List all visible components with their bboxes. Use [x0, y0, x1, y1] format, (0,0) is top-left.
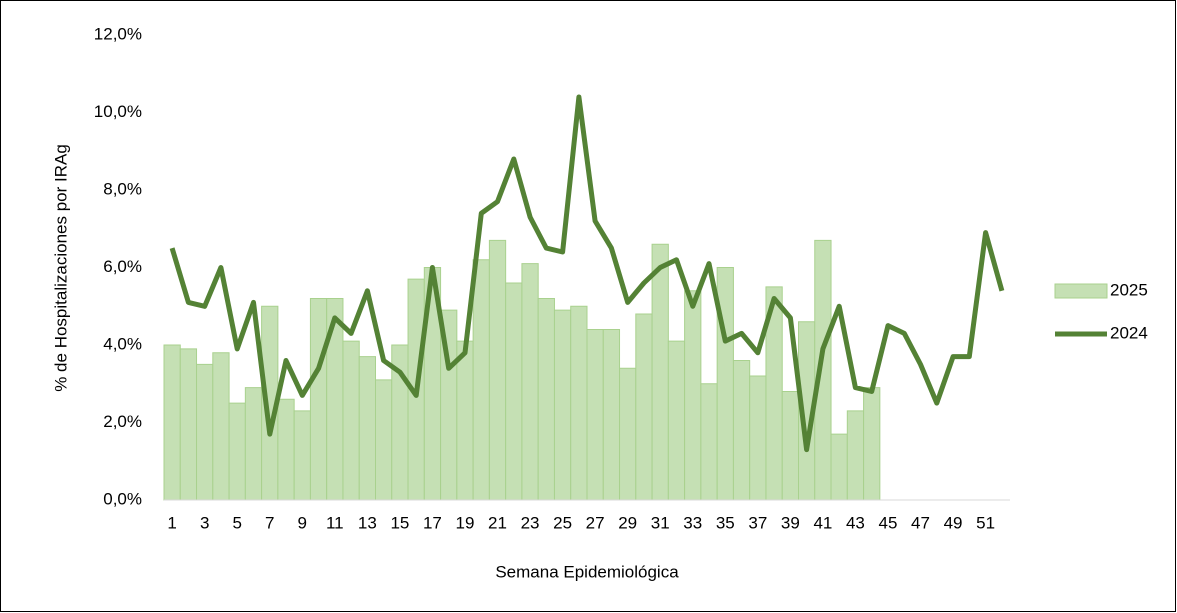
- bar: [228, 402, 246, 501]
- bar: [684, 290, 702, 501]
- bar: [342, 340, 360, 501]
- x-tick-label: 5: [232, 513, 241, 532]
- x-tick-label: 31: [651, 513, 670, 532]
- x-tick-label: 23: [521, 513, 540, 532]
- x-tick-label: 49: [944, 513, 963, 532]
- x-tick-label: 21: [488, 513, 507, 532]
- bar: [472, 259, 490, 501]
- bar: [277, 398, 295, 501]
- x-tick-label: 37: [748, 513, 767, 532]
- bar: [456, 340, 474, 501]
- x-tick-label: 1: [167, 513, 176, 532]
- x-tick-label: 9: [298, 513, 307, 532]
- bar: [375, 379, 393, 501]
- bar: [667, 340, 686, 501]
- bar: [309, 298, 328, 501]
- bar: [244, 387, 263, 501]
- x-tick-label: 25: [553, 513, 572, 532]
- x-tick-label: 7: [265, 513, 274, 532]
- x-tick-label: 41: [813, 513, 832, 532]
- bar: [293, 410, 311, 501]
- x-tick-label: 35: [716, 513, 735, 532]
- legend-swatch: [1054, 283, 1108, 299]
- x-tick-label: 39: [781, 513, 800, 532]
- bar: [212, 352, 230, 501]
- x-tick-label: 27: [586, 513, 605, 532]
- x-tick-label: 51: [976, 513, 995, 532]
- x-tick-label: 15: [390, 513, 409, 532]
- y-tick-label: 10,0%: [94, 102, 142, 121]
- bar: [732, 360, 751, 501]
- y-tick-label: 6,0%: [103, 257, 142, 276]
- y-axis-title: % de Hospitalizaciones por IRAg: [51, 144, 70, 392]
- bar: [700, 383, 718, 501]
- y-tick-label: 0,0%: [103, 489, 142, 508]
- bar: [586, 329, 604, 501]
- bar: [749, 375, 767, 501]
- bar: [163, 344, 181, 501]
- bar: [179, 348, 198, 501]
- x-tick-label: 45: [879, 513, 898, 532]
- bar: [537, 298, 555, 501]
- x-tick-label: 11: [326, 513, 344, 532]
- x-tick-label: 47: [911, 513, 930, 532]
- bar: [505, 282, 523, 501]
- x-tick-label: 17: [423, 513, 442, 532]
- x-tick-label: 19: [456, 513, 475, 532]
- bar: [635, 313, 653, 501]
- x-tick-label: 33: [683, 513, 702, 532]
- y-tick-label: 8,0%: [103, 179, 142, 198]
- y-tick-label: 2,0%: [103, 412, 142, 431]
- y-tick-label: 12,0%: [94, 24, 142, 43]
- line: [169, 94, 1005, 453]
- bar: [521, 263, 539, 501]
- bar: [863, 387, 881, 501]
- bar: [488, 239, 507, 501]
- x-tick-label: 3: [200, 513, 209, 532]
- x-axis-title: Semana Epidemiológica: [495, 562, 679, 581]
- bar: [570, 305, 588, 501]
- bar: [619, 367, 637, 501]
- bar: [846, 410, 865, 501]
- x-tick-label: 29: [618, 513, 637, 532]
- x-tick-label: 13: [358, 513, 377, 532]
- bar: [553, 309, 572, 501]
- bar: [602, 329, 621, 501]
- bar: [830, 433, 848, 501]
- y-tick-label: 4,0%: [103, 334, 142, 353]
- legend-label: 2025: [1110, 280, 1148, 299]
- legend-label: 2024: [1110, 323, 1148, 342]
- bar: [196, 363, 214, 501]
- bar: [358, 356, 377, 501]
- bar: [651, 243, 669, 501]
- bar: [781, 391, 800, 501]
- x-tick-label: 43: [846, 513, 865, 532]
